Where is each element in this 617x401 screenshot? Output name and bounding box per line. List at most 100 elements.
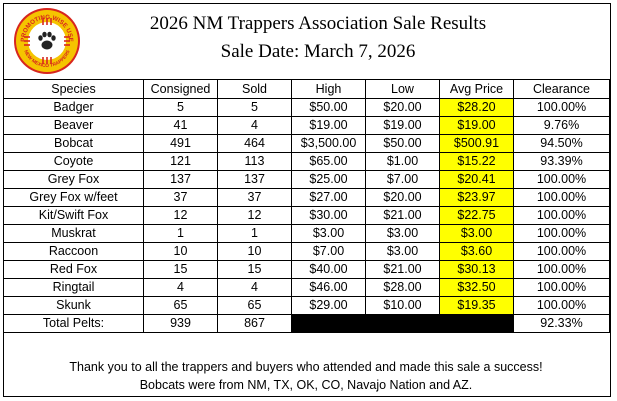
table-cell[interactable]: $40.00 xyxy=(291,260,366,279)
table-cell[interactable]: $15.22 xyxy=(439,152,514,171)
table-cell[interactable]: $65.00 xyxy=(291,152,366,171)
column-header[interactable]: Low xyxy=(365,79,440,99)
table-cell[interactable]: 37 xyxy=(217,188,292,207)
table-cell[interactable]: 5 xyxy=(217,98,292,117)
table-cell[interactable]: Raccoon xyxy=(3,242,144,261)
table-row: Raccoon 10 10 $7.00 $3.00 $3.60 100.00% xyxy=(3,242,610,261)
table-cell[interactable]: $3.00 xyxy=(365,224,440,243)
table-cell[interactable]: $21.00 xyxy=(365,206,440,225)
column-header[interactable]: Avg Price xyxy=(439,79,514,99)
table-cell[interactable]: 41 xyxy=(143,116,218,135)
table-cell[interactable]: $30.13 xyxy=(439,260,514,279)
table-cell[interactable]: 1 xyxy=(217,224,292,243)
table-cell[interactable]: $3.00 xyxy=(439,224,514,243)
table-cell[interactable]: Muskrat xyxy=(3,224,144,243)
table-cell[interactable]: 100.00% xyxy=(513,170,610,189)
table-cell[interactable]: Grey Fox xyxy=(3,170,144,189)
sheet-header: PROMOTING WISE USE NEW MEXICO TRAPPERS xyxy=(3,3,609,80)
table-cell[interactable]: 93.39% xyxy=(513,152,610,171)
table-cell[interactable]: 15 xyxy=(143,260,218,279)
column-header[interactable]: Sold xyxy=(217,79,292,99)
table-cell[interactable]: 9.76% xyxy=(513,116,610,135)
table-cell[interactable]: 10 xyxy=(217,242,292,261)
table-cell[interactable]: 5 xyxy=(143,98,218,117)
table-cell[interactable]: 100.00% xyxy=(513,260,610,279)
table-cell[interactable]: $7.00 xyxy=(365,170,440,189)
table-cell[interactable]: $20.00 xyxy=(365,98,440,117)
table-cell[interactable]: Coyote xyxy=(3,152,144,171)
table-cell[interactable]: 137 xyxy=(143,170,218,189)
table-cell[interactable]: Badger xyxy=(3,98,144,117)
table-cell[interactable]: Red Fox xyxy=(3,260,144,279)
table-row: Red Fox 15 15 $40.00 $21.00 $30.13 100.00% xyxy=(3,260,610,279)
table-cell[interactable]: $1.00 xyxy=(365,152,440,171)
table-cell[interactable]: 113 xyxy=(217,152,292,171)
table-cell[interactable]: 121 xyxy=(143,152,218,171)
table-cell[interactable]: 100.00% xyxy=(513,206,610,225)
total-label[interactable]: Total Pelts: xyxy=(3,314,144,333)
table-cell[interactable]: $20.00 xyxy=(365,188,440,207)
table-cell[interactable]: 100.00% xyxy=(513,278,610,297)
total-clearance[interactable]: 92.33% xyxy=(513,314,610,333)
table-cell[interactable]: 491 xyxy=(143,134,218,153)
table-cell[interactable]: $50.00 xyxy=(365,134,440,153)
table-cell[interactable]: 4 xyxy=(217,116,292,135)
table-cell[interactable]: $23.97 xyxy=(439,188,514,207)
blank-black-cell[interactable] xyxy=(291,314,514,333)
table-row: Bobcat 491 464 $3,500.00 $50.00 $500.91 94.50% xyxy=(3,134,610,153)
table-cell[interactable]: $29.00 xyxy=(291,296,366,315)
table-cell[interactable]: $20.41 xyxy=(439,170,514,189)
table-cell[interactable]: 100.00% xyxy=(513,188,610,207)
table-cell[interactable]: 15 xyxy=(217,260,292,279)
table-cell[interactable]: $19.00 xyxy=(439,116,514,135)
total-consigned[interactable]: 939 xyxy=(143,314,218,333)
table-cell[interactable]: 12 xyxy=(217,206,292,225)
table-cell[interactable]: 100.00% xyxy=(513,296,610,315)
table-cell[interactable]: 1 xyxy=(143,224,218,243)
table-cell[interactable]: 94.50% xyxy=(513,134,610,153)
table-cell[interactable]: 100.00% xyxy=(513,224,610,243)
table-cell[interactable]: Kit/Swift Fox xyxy=(3,206,144,225)
table-cell[interactable]: 65 xyxy=(143,296,218,315)
table-cell[interactable]: 10 xyxy=(143,242,218,261)
table-cell[interactable]: $28.20 xyxy=(439,98,514,117)
table-cell[interactable]: Bobcat xyxy=(3,134,144,153)
table-cell[interactable]: $22.75 xyxy=(439,206,514,225)
table-cell[interactable]: 37 xyxy=(143,188,218,207)
column-header[interactable]: Species xyxy=(3,79,144,99)
table-cell[interactable]: $32.50 xyxy=(439,278,514,297)
table-cell[interactable]: $25.00 xyxy=(291,170,366,189)
table-cell[interactable]: $3.00 xyxy=(365,242,440,261)
table-cell[interactable]: 464 xyxy=(217,134,292,153)
table-cell[interactable]: $10.00 xyxy=(365,296,440,315)
table-cell[interactable]: 12 xyxy=(143,206,218,225)
table-cell[interactable]: $19.00 xyxy=(365,116,440,135)
table-cell[interactable]: $7.00 xyxy=(291,242,366,261)
table-cell[interactable]: $50.00 xyxy=(291,98,366,117)
table-cell[interactable]: $28.00 xyxy=(365,278,440,297)
table-cell[interactable]: Grey Fox w/feet xyxy=(3,188,144,207)
table-cell[interactable]: $19.35 xyxy=(439,296,514,315)
table-cell[interactable]: $19.00 xyxy=(291,116,366,135)
table-cell[interactable]: $3,500.00 xyxy=(291,134,366,153)
table-cell[interactable]: $30.00 xyxy=(291,206,366,225)
table-cell[interactable]: $46.00 xyxy=(291,278,366,297)
table-cell[interactable]: $21.00 xyxy=(365,260,440,279)
total-sold[interactable]: 867 xyxy=(217,314,292,333)
table-cell[interactable]: Beaver xyxy=(3,116,144,135)
table-cell[interactable]: 65 xyxy=(217,296,292,315)
table-cell[interactable]: $3.60 xyxy=(439,242,514,261)
table-cell[interactable]: 137 xyxy=(217,170,292,189)
table-cell[interactable]: 4 xyxy=(217,278,292,297)
table-cell[interactable]: $3.00 xyxy=(291,224,366,243)
table-cell[interactable]: 100.00% xyxy=(513,98,610,117)
table-cell[interactable]: Ringtail xyxy=(3,278,144,297)
table-cell[interactable]: 4 xyxy=(143,278,218,297)
table-cell[interactable]: 100.00% xyxy=(513,242,610,261)
table-cell[interactable]: $500.91 xyxy=(439,134,514,153)
column-header[interactable]: High xyxy=(291,79,366,99)
table-cell[interactable]: Skunk xyxy=(3,296,144,315)
column-header[interactable]: Consigned xyxy=(143,79,218,99)
table-cell[interactable]: $27.00 xyxy=(291,188,366,207)
column-header[interactable]: Clearance xyxy=(513,79,610,99)
